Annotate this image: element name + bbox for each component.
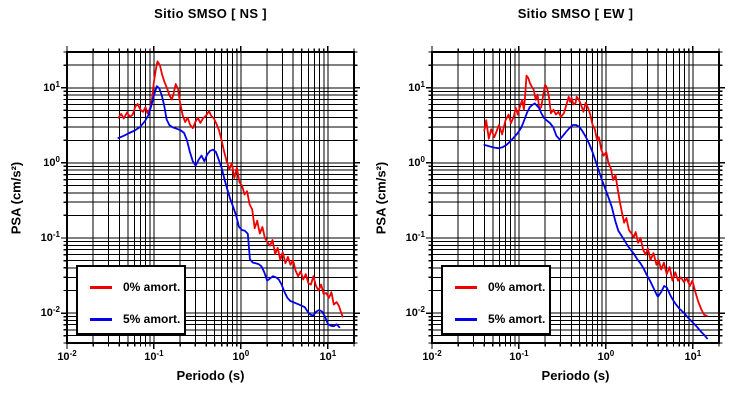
chart-title-ns: Sitio SMSO [ NS ] bbox=[154, 6, 267, 21]
x-axis-label-ns: Periodo (s) bbox=[176, 368, 245, 383]
legend-row-0pct: 0% amort. bbox=[78, 275, 184, 299]
chart-title-ew: Sitio SMSO [ EW ] bbox=[517, 6, 634, 21]
blue-line-swatch bbox=[455, 317, 477, 321]
x-axis-label-ew: Periodo (s) bbox=[541, 368, 610, 383]
blue-line-swatch bbox=[90, 317, 112, 321]
legend-row-0pct: 0% amort. bbox=[443, 275, 549, 299]
chart-panel-ns: Sitio SMSO [ NS ] PSA (cm/s²) 10-2 10-1 10… bbox=[9, 6, 360, 383]
legend-label-5pct: 5% amort. bbox=[488, 312, 546, 326]
plot-area-ew bbox=[426, 46, 725, 349]
red-line-swatch bbox=[455, 285, 477, 289]
plot-area-ns bbox=[61, 46, 360, 349]
legend-label-0pct: 0% amort. bbox=[488, 280, 546, 294]
legend-ns: 0% amort. 5% amort. bbox=[76, 265, 186, 335]
legend-label-0pct: 0% amort. bbox=[123, 280, 181, 294]
legend-ew: 0% amort. 5% amort. bbox=[441, 265, 551, 335]
legend-row-5pct: 5% amort. bbox=[443, 307, 549, 331]
chart-panel-ew: Sitio SMSO [ EW ] PSA (cm/s²) 10-2 10-1 10… bbox=[365, 0, 730, 400]
legend-row-5pct: 5% amort. bbox=[78, 307, 184, 331]
red-line-swatch bbox=[90, 285, 112, 289]
legend-label-5pct: 5% amort. bbox=[123, 312, 181, 326]
